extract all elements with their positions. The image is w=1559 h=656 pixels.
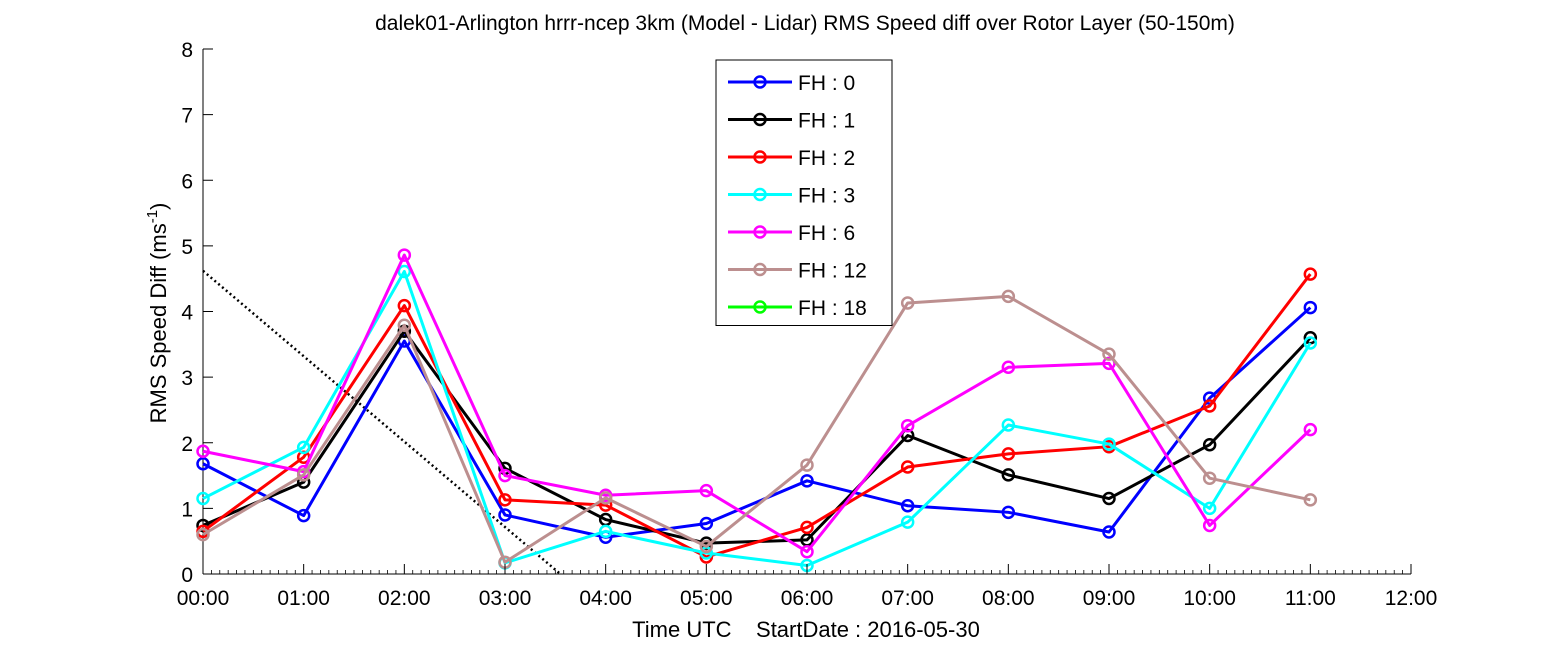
- x-tick-label: 06:00: [781, 587, 834, 610]
- x-tick-label: 11:00: [1285, 587, 1336, 610]
- y-axis-label-sup: -1: [144, 210, 161, 223]
- y-tick-label: 4: [181, 302, 193, 325]
- legend-label: FH : 2: [798, 147, 855, 170]
- chart-title: dalek01-Arlington hrrr-ncep 3km (Model -…: [375, 12, 1235, 35]
- x-axis-label: Time UTC StartDate : 2016-05-30: [632, 617, 980, 642]
- legend-label: FH : 18: [798, 297, 867, 320]
- y-tick-label: 6: [181, 170, 193, 193]
- y-tick-label: 1: [181, 498, 193, 521]
- x-tick-label: 07:00: [881, 587, 934, 610]
- y-axis-label: RMS Speed Diff (ms-1): [144, 203, 171, 424]
- y-tick-label: 2: [181, 433, 193, 456]
- y-tick-label: 3: [181, 367, 193, 390]
- x-tick-label: 01:00: [277, 587, 330, 610]
- legend-label: FH : 0: [798, 72, 855, 95]
- legend-label: FH : 1: [798, 110, 855, 133]
- y-axis-label-close: ): [146, 203, 171, 210]
- x-tick-label: 03:00: [479, 587, 532, 610]
- legend-label: FH : 3: [798, 185, 855, 208]
- y-axis-label-text: RMS Speed Diff (ms: [146, 223, 171, 423]
- x-tick-label: 04:00: [579, 587, 632, 610]
- x-tick-label: 00:00: [177, 587, 230, 610]
- x-tick-label: 08:00: [982, 587, 1035, 610]
- y-tick-label: 5: [181, 236, 193, 259]
- legend-label: FH : 12: [798, 260, 867, 283]
- x-tick-label: 09:00: [1083, 587, 1136, 610]
- y-tick-label: 0: [181, 564, 193, 587]
- legend: FH : 0 FH : 1 FH : 2 FH : 3 FH : 6 FH : 12 FH …: [716, 60, 892, 326]
- y-tick-label: 8: [181, 39, 193, 62]
- x-tick-label: 05:00: [680, 587, 733, 610]
- x-tick-label: 10:00: [1183, 587, 1236, 610]
- x-tick-label: 02:00: [378, 587, 431, 610]
- y-tick-label: 7: [181, 105, 193, 128]
- x-tick-label: 12:00: [1385, 587, 1438, 610]
- legend-label: FH : 6: [798, 222, 855, 245]
